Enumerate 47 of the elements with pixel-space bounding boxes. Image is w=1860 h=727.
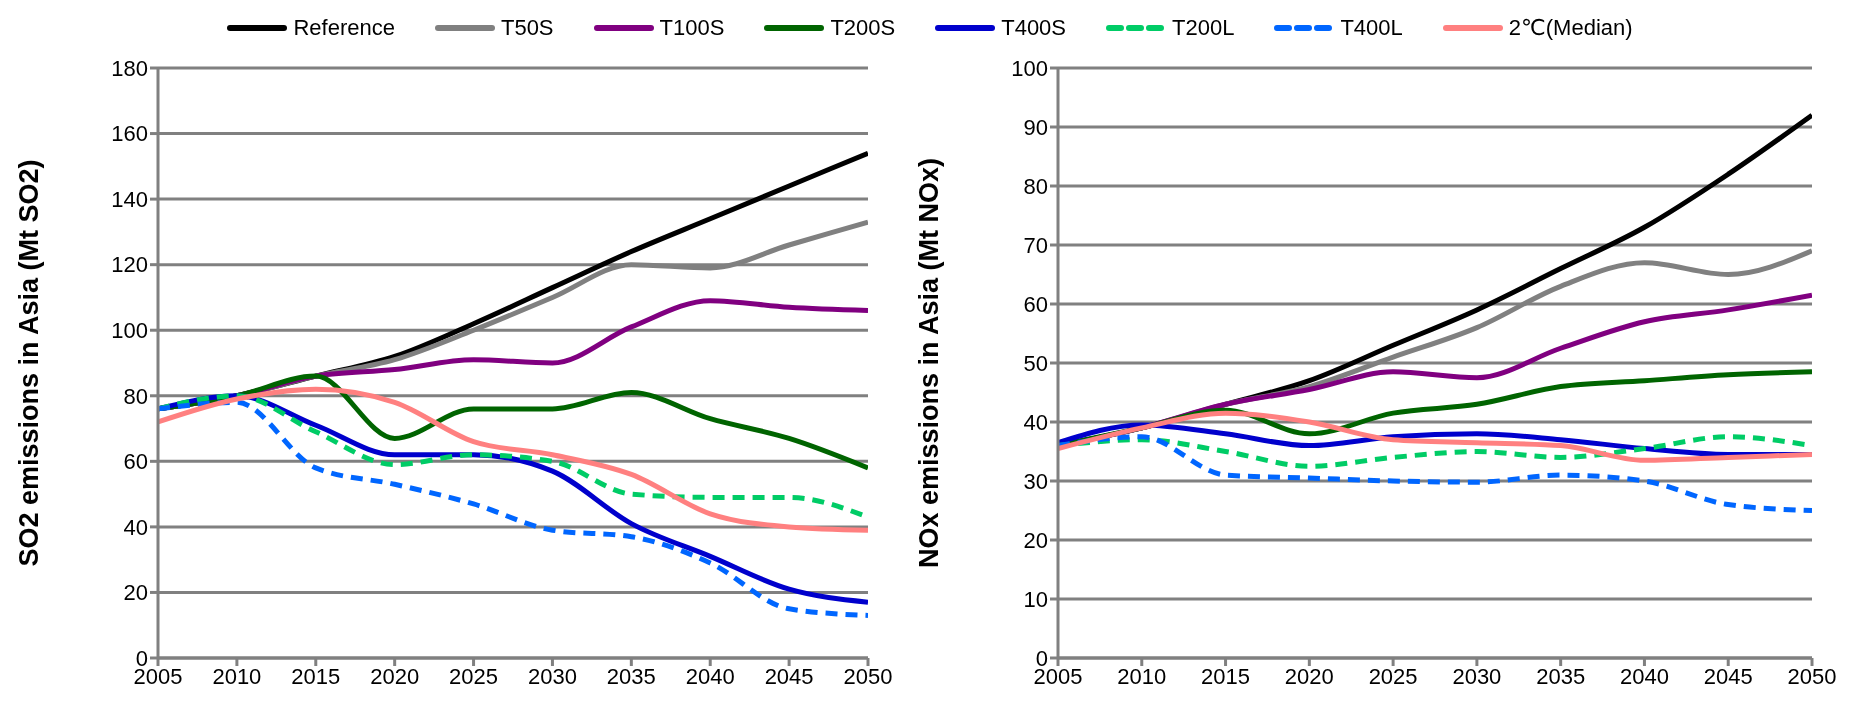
y-tick-label: 40 xyxy=(123,514,148,540)
y-tick-label: 160 xyxy=(111,121,148,147)
y-tick-label: 120 xyxy=(111,252,148,278)
y-tick-label: 60 xyxy=(123,449,148,475)
y-tick-label: 80 xyxy=(123,383,148,409)
y-tick-label: 180 xyxy=(111,55,148,81)
x-tick-label: 2015 xyxy=(1201,663,1251,689)
x-tick-label: 2025 xyxy=(1368,663,1418,689)
legend-label: T200S xyxy=(830,15,896,41)
x-tick-label: 2050 xyxy=(1787,663,1837,689)
y-tick-label: 140 xyxy=(111,186,148,212)
x-tick-label: 2025 xyxy=(449,663,499,689)
x-tick-label: 2030 xyxy=(1452,663,1502,689)
y-tick-label: 50 xyxy=(1023,350,1048,376)
y-tick-label: 70 xyxy=(1023,232,1048,258)
x-tick-label: 2035 xyxy=(1536,663,1586,689)
y-tick-label: 100 xyxy=(111,318,148,344)
x-tick-label: 2020 xyxy=(370,663,420,689)
y-tick-label: 30 xyxy=(1023,468,1048,494)
x-tick-label: 2020 xyxy=(1284,663,1334,689)
legend-label: T400L xyxy=(1340,15,1403,41)
y-tick-label: 40 xyxy=(1023,409,1048,435)
legend-label: Reference xyxy=(293,15,395,41)
y-tick-label: 20 xyxy=(123,580,148,606)
y-tick-label: 20 xyxy=(1023,527,1048,553)
y-axis-title: NOx emissions in Asia (Mt NOx) xyxy=(913,157,944,569)
legend-label: T50S xyxy=(500,15,554,41)
y-axis-title: SO2 emissions in Asia (Mt SO2) xyxy=(13,159,44,567)
x-tick-label: 2040 xyxy=(1619,663,1669,689)
y-tick-label: 100 xyxy=(1011,55,1048,81)
x-tick-label: 2045 xyxy=(1703,663,1753,689)
x-tick-label: 2030 xyxy=(527,663,577,689)
x-tick-label: 2050 xyxy=(843,663,893,689)
x-tick-label: 2040 xyxy=(685,663,735,689)
x-tick-label: 2010 xyxy=(212,663,262,689)
y-tick-label: 90 xyxy=(1023,114,1048,140)
x-tick-label: 2045 xyxy=(764,663,814,689)
legend-label: T400S xyxy=(1001,15,1067,41)
x-tick-label: 2015 xyxy=(291,663,341,689)
y-tick-label: 60 xyxy=(1023,291,1048,317)
y-tick-label: 80 xyxy=(1023,173,1048,199)
x-tick-label: 2010 xyxy=(1117,663,1167,689)
legend-label: T200L xyxy=(1172,15,1235,41)
legend-label: 2℃(Median) xyxy=(1508,15,1633,41)
legend-label: T100S xyxy=(659,15,725,41)
x-tick-label: 2035 xyxy=(606,663,656,689)
y-tick-label: 10 xyxy=(1023,586,1048,612)
